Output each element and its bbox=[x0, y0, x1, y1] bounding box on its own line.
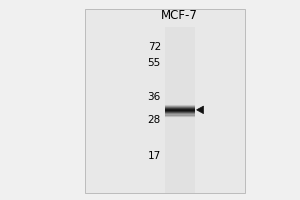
Polygon shape bbox=[196, 106, 203, 114]
Text: MCF-7: MCF-7 bbox=[161, 9, 198, 22]
Text: 28: 28 bbox=[148, 115, 161, 125]
Text: 55: 55 bbox=[148, 58, 161, 68]
Text: 72: 72 bbox=[148, 42, 161, 52]
Text: 17: 17 bbox=[148, 151, 161, 161]
Bar bbox=[85, 9, 245, 193]
Text: 36: 36 bbox=[148, 92, 161, 102]
